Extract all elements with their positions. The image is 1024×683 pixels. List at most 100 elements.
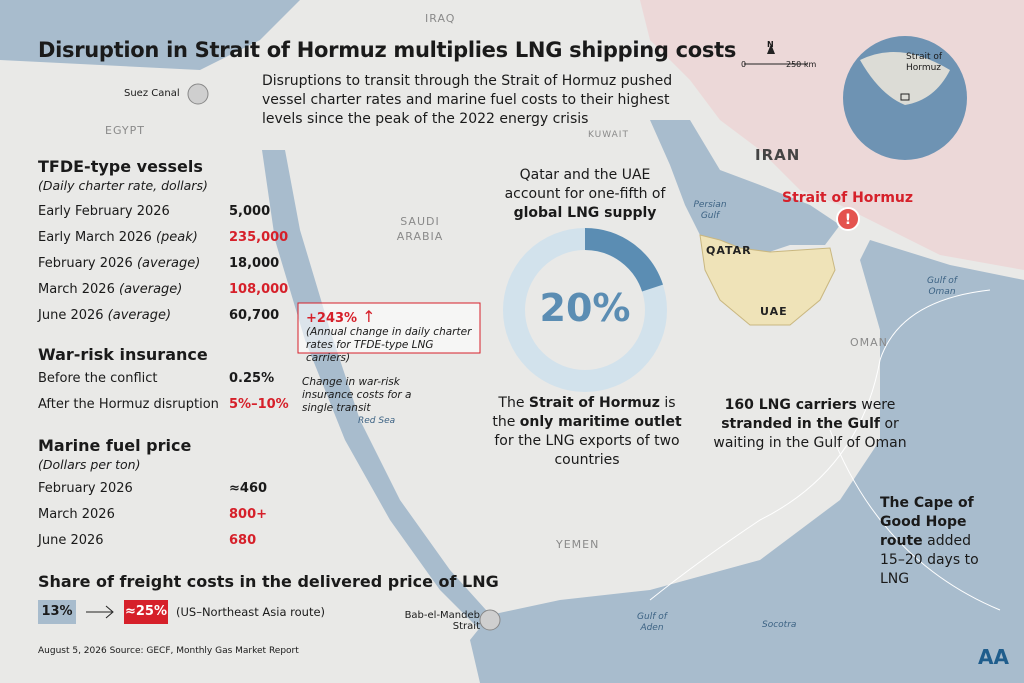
- row-label: Early February 2026: [38, 204, 170, 219]
- supply: Qatar and the UAE account for one-fifth …: [495, 166, 675, 223]
- scale-end: 250 km: [786, 60, 817, 69]
- title: Disruption in Strait of Hormuz multiplie…: [38, 38, 737, 62]
- unit: (Dollars per ton): [38, 457, 141, 472]
- persian-gulf: [650, 120, 840, 255]
- place: Bab-el-Mandeb Strait: [404, 610, 480, 632]
- freight-after-box: [124, 600, 168, 624]
- row-note: (peak): [155, 230, 198, 245]
- row-label: March 2026 (average): [38, 282, 183, 297]
- text-part: added 15–20 days to LNG: [880, 533, 979, 587]
- sea-label: Red Sea: [358, 416, 396, 426]
- scale-start: 0: [741, 60, 747, 69]
- qatar-uae: [699, 234, 836, 326]
- hormuz-label: Strait of Hormuz: [782, 190, 914, 206]
- map-label: UAE: [760, 305, 788, 318]
- supply-bold: global LNG supply: [513, 205, 657, 221]
- row-label: June 2026 (average): [38, 308, 172, 323]
- subtitle: Disruptions to transit through the Strai…: [262, 73, 673, 127]
- arabian-sea: [470, 240, 1024, 683]
- globe-label: Strait of Hormuz: [906, 52, 943, 73]
- note: Change in war-risk insurance costs for a…: [302, 376, 412, 414]
- text-part: were: [856, 397, 896, 413]
- map-label: YEMEN: [556, 538, 600, 551]
- share-label: 20%: [539, 286, 631, 330]
- up-arrow: ↑: [362, 307, 376, 326]
- supply-text: Qatar and the UAE account for one-fifth …: [504, 167, 666, 202]
- route-cape: [829, 429, 1001, 611]
- text-part: for the LNG exports of two countries: [494, 433, 680, 468]
- map-label: EGYPT: [105, 124, 145, 137]
- map-label: KUWAIT: [588, 130, 629, 140]
- north: N: [767, 40, 774, 49]
- row-value: 800+: [229, 507, 268, 522]
- red-sea: [262, 150, 495, 630]
- change-box: [297, 302, 481, 354]
- hormuz-marker: [836, 207, 860, 231]
- sea-label: Persian Gulf: [693, 200, 727, 221]
- row-label: February 2026 (average): [38, 256, 201, 271]
- row-label: Before the conflict: [38, 371, 158, 386]
- heading: TFDE-type vessels: [38, 157, 203, 176]
- route: [649, 289, 991, 601]
- row-label: Early March 2026 (peak): [38, 230, 198, 245]
- row-label: June 2026: [38, 533, 104, 548]
- logo: AA: [978, 645, 1009, 669]
- row-label: February 2026: [38, 481, 133, 496]
- map-label: SAUDI ARABIA: [396, 215, 444, 243]
- row-note: (average): [119, 282, 183, 297]
- suez-marker: [187, 83, 209, 105]
- sea-label: Gulf of Aden: [637, 612, 667, 633]
- bab-marker: [479, 609, 501, 631]
- unit: (Daily charter rate, dollars): [38, 178, 208, 193]
- row-value: 5%–10%: [229, 397, 289, 412]
- north-arrow: [767, 44, 775, 54]
- row-note: (average): [136, 256, 201, 271]
- text-part: or waiting in the Gulf of Oman: [713, 416, 907, 451]
- row-value: 60,700: [229, 308, 280, 323]
- row-note: (average): [107, 308, 172, 323]
- map-label: OMAN: [850, 336, 888, 349]
- row-label: March 2026: [38, 507, 115, 522]
- heading: Share of freight costs in the delivered …: [38, 572, 499, 591]
- change-note: (Annual change in daily charter rates fo…: [306, 326, 472, 364]
- arrow: [86, 605, 114, 619]
- text-part: The: [498, 395, 529, 411]
- row-value: ≈460: [229, 481, 268, 496]
- map-label: IRAQ: [425, 12, 456, 25]
- change: +243% ↑ (Annual change in daily charter …: [306, 307, 476, 365]
- map-label: QATAR: [706, 244, 752, 257]
- globe-box: [900, 93, 910, 101]
- freight-before: 13%: [41, 604, 73, 619]
- freight-after: ≈25%: [124, 604, 167, 619]
- sea-label: Socotra: [762, 620, 797, 630]
- text-part: 160 LNG carriers: [724, 397, 857, 413]
- text-part: Strait of Hormuz: [528, 395, 660, 411]
- mediterranean: [0, 0, 300, 70]
- globe-land: [860, 52, 950, 105]
- sea-label: Gulf of Oman: [927, 276, 957, 297]
- text-part: The Cape of Good Hope route: [880, 495, 974, 549]
- row-value: 235,000: [229, 230, 289, 245]
- carriers: 160 LNG carriers were stranded in the Gu…: [700, 396, 920, 453]
- cape: The Cape of Good Hope route added 15–20 …: [880, 494, 990, 589]
- row-value: 5,000: [229, 204, 271, 219]
- place: Suez Canal: [124, 88, 180, 99]
- row-value: 0.25%: [229, 371, 275, 386]
- donut-segment: [584, 228, 663, 292]
- row-label: After the Hormuz disruption: [38, 397, 219, 412]
- alert-icon: !: [845, 212, 851, 228]
- text-part: stranded in the Gulf: [721, 416, 880, 432]
- route-note: (US–Northeast Asia route): [176, 605, 326, 619]
- freight-before-box: [38, 600, 76, 624]
- text-part: only maritime outlet: [519, 414, 682, 430]
- outlet: The Strait of Hormuz is the only maritim…: [492, 394, 682, 470]
- heading: Marine fuel price: [38, 436, 192, 455]
- heading: War-risk insurance: [38, 345, 208, 364]
- row-value: 18,000: [229, 256, 280, 271]
- row-value: 680: [229, 533, 257, 548]
- map-label: IRAN: [755, 146, 801, 164]
- row-value: 108,000: [229, 282, 289, 297]
- footer: August 5, 2026 Source: GECF, Monthly Gas…: [38, 646, 299, 656]
